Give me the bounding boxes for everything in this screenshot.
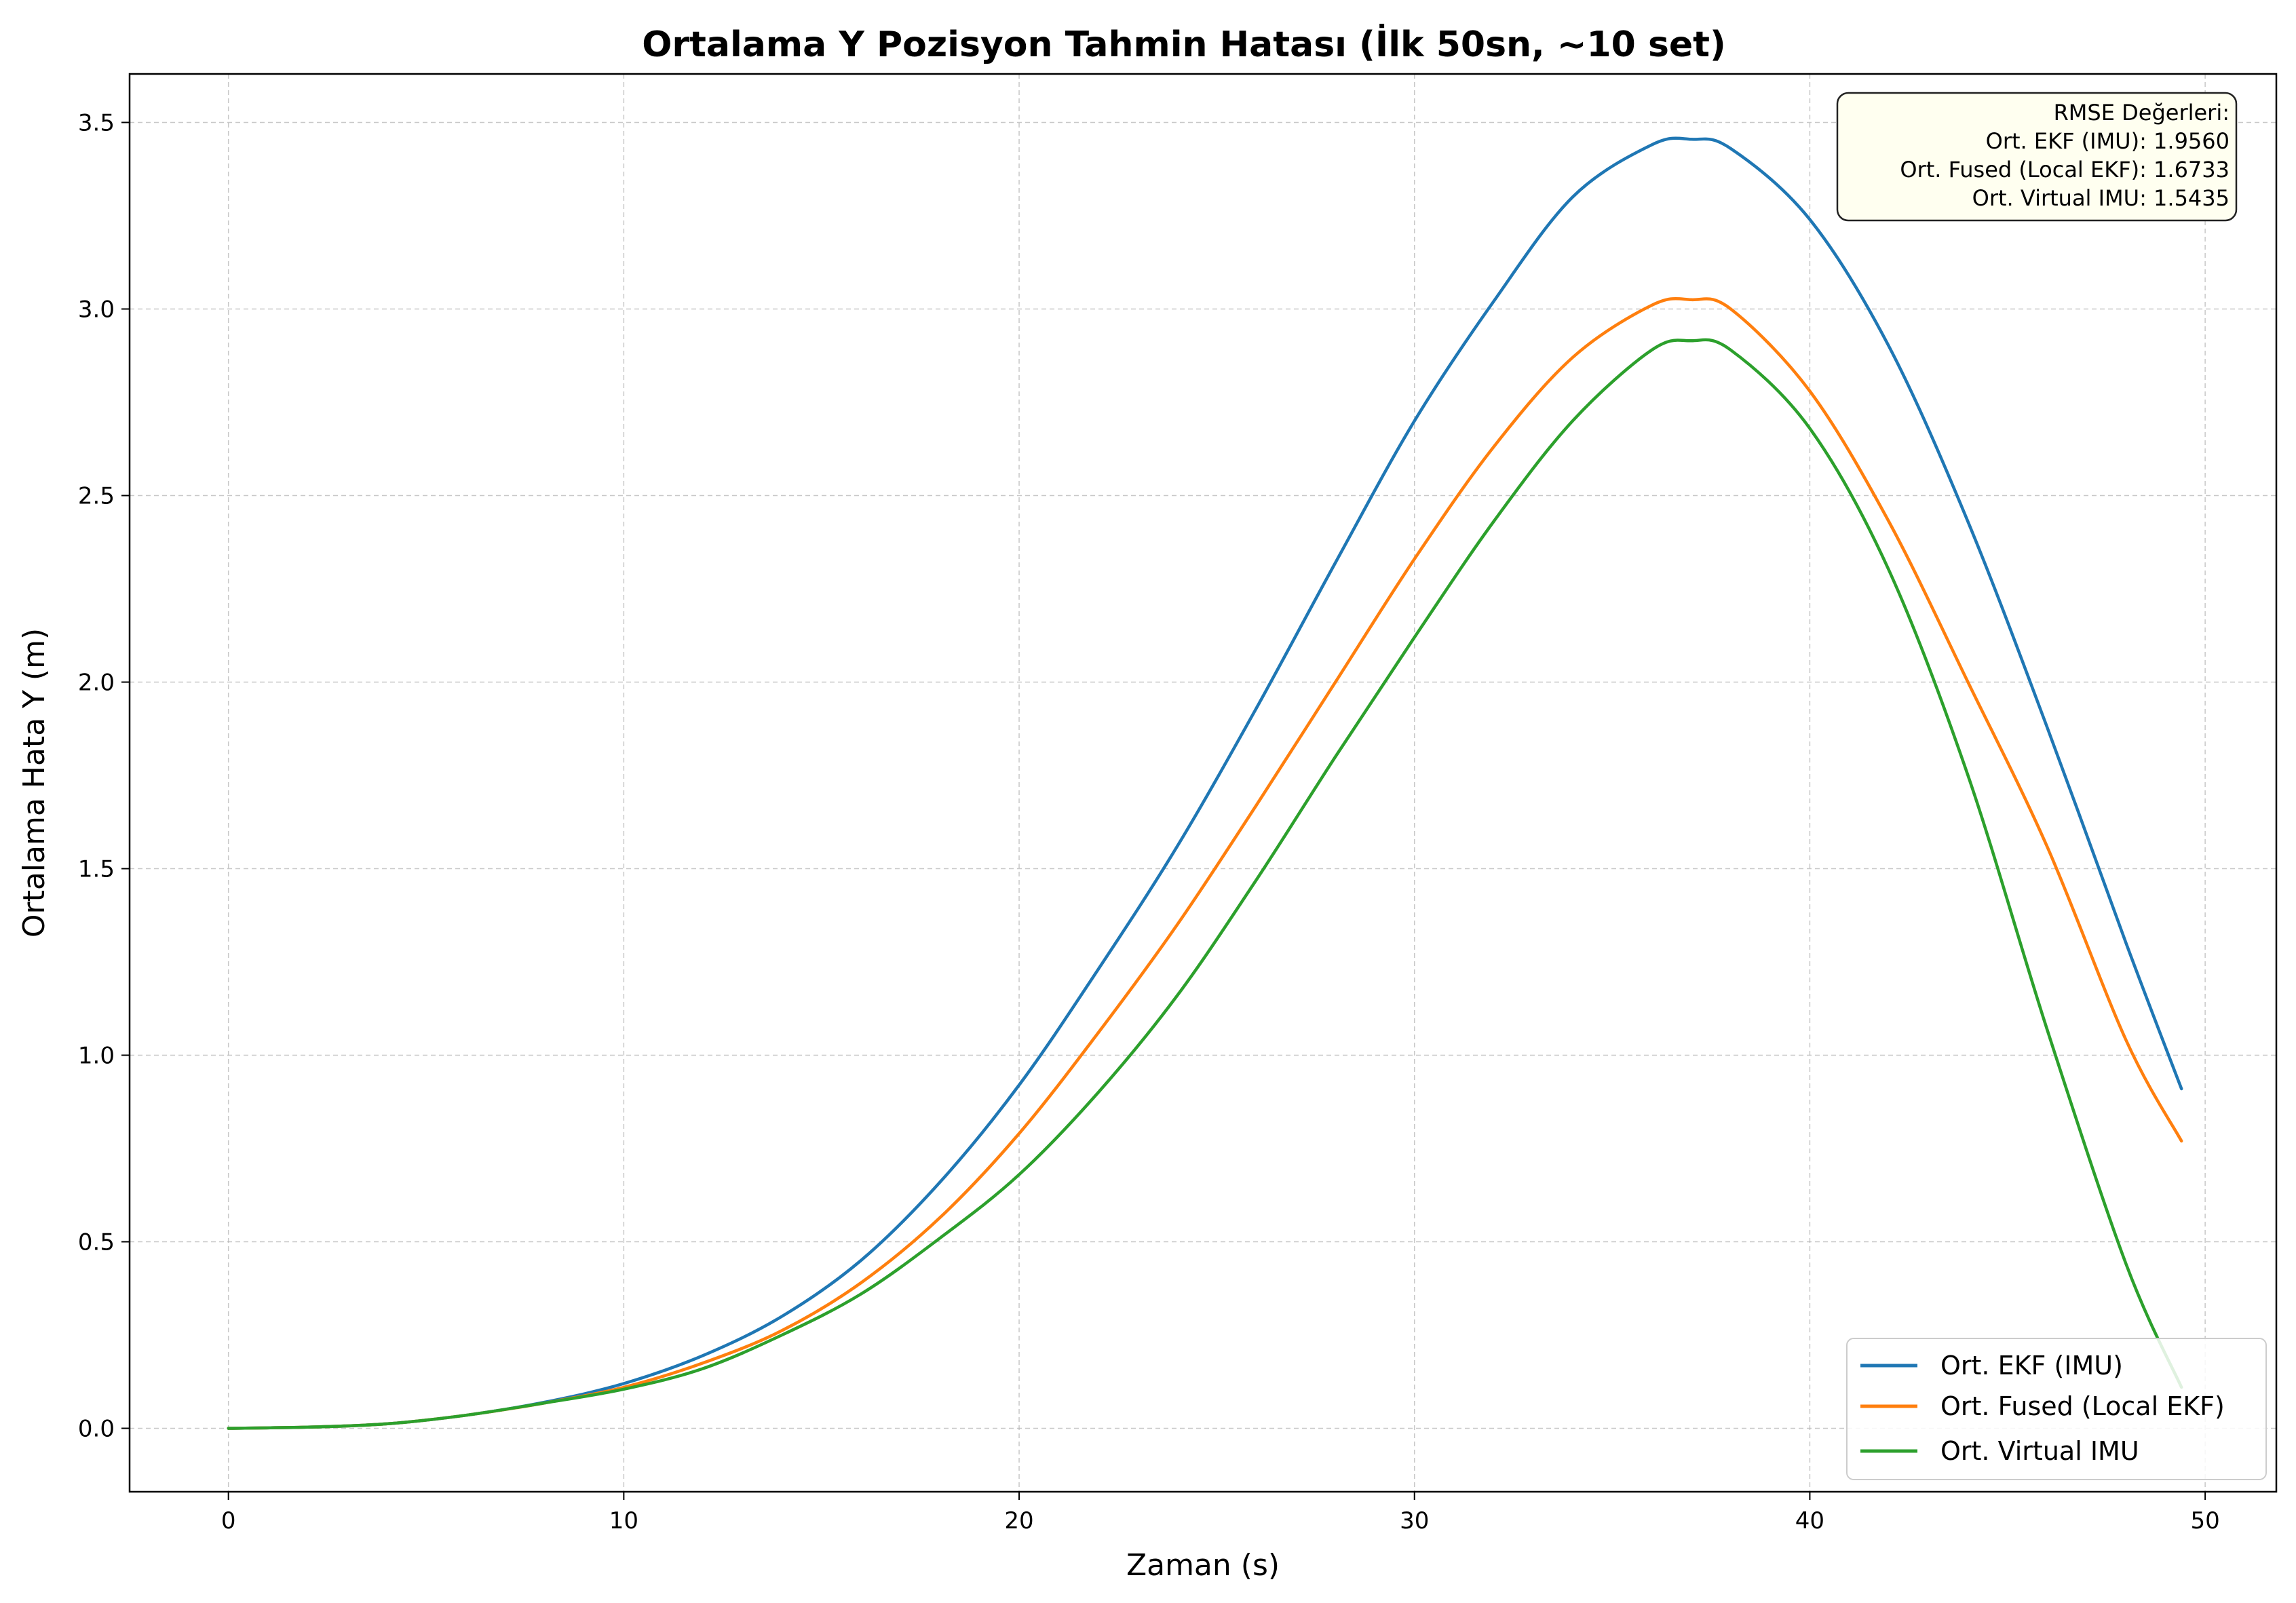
annotation-line: Ort. EKF (IMU): 1.9560	[1986, 128, 2230, 154]
series-line-ekf-imu	[227, 136, 2183, 1430]
chart-title: Ortalama Y Pozisyon Tahmin Hatası (İlk 5…	[642, 24, 1726, 65]
y-tick-label: 1.5	[78, 856, 115, 883]
y-tick-label: 1.0	[78, 1043, 115, 1070]
series-line-virtual-imu	[227, 338, 2183, 1430]
plot-frame	[128, 73, 2278, 1493]
legend: Ort. EKF (IMU) Ort. Fused (Local EKF) Or…	[1846, 1338, 2267, 1480]
y-axis-label: Ortalama Hata Y (m)	[17, 628, 52, 938]
x-tick-label: 40	[1795, 1507, 1824, 1534]
annotation-frame	[1836, 92, 2238, 222]
x-axis-ticks: 0 10 20 30 40 50	[221, 1492, 2220, 1534]
annotation-line: RMSE Değerleri:	[2054, 100, 2230, 125]
series-line-fused-local-ekf	[227, 296, 2183, 1430]
rmse-annotation-box: RMSE Değerleri: Ort. EKF (IMU): 1.9560 O…	[1836, 92, 2238, 222]
legend-frame	[1846, 1338, 2267, 1480]
y-axis-ticks: 0.0 0.5 1.0 1.5 2.0 2.5 3.0 3.5	[78, 110, 130, 1443]
grid-lines	[130, 74, 2276, 1492]
series-lines	[227, 136, 2183, 1430]
annotation-line: Ort. Virtual IMU: 1.5435	[1972, 185, 2230, 211]
x-tick-label: 30	[1400, 1507, 1429, 1534]
legend-label-fused: Ort. Fused (Local EKF)	[1940, 1391, 2225, 1421]
y-tick-label: 0.0	[78, 1416, 115, 1443]
y-tick-label: 3.5	[78, 110, 115, 137]
y-tick-label: 2.0	[78, 670, 115, 697]
y-tick-label: 3.0	[78, 296, 115, 324]
annotation-line: Ort. Fused (Local EKF): 1.6733	[1900, 157, 2230, 182]
x-tick-label: 0	[221, 1507, 236, 1534]
x-tick-label: 50	[2190, 1507, 2219, 1534]
y-tick-label: 0.5	[78, 1229, 115, 1256]
legend-label-virtual: Ort. Virtual IMU	[1940, 1436, 2139, 1466]
x-tick-label: 10	[609, 1507, 638, 1534]
x-axis-label: Zaman (s)	[1126, 1548, 1280, 1583]
x-tick-label: 20	[1004, 1507, 1033, 1534]
y-tick-label: 2.5	[78, 483, 115, 510]
legend-label-ekf: Ort. EKF (IMU)	[1940, 1351, 2123, 1380]
